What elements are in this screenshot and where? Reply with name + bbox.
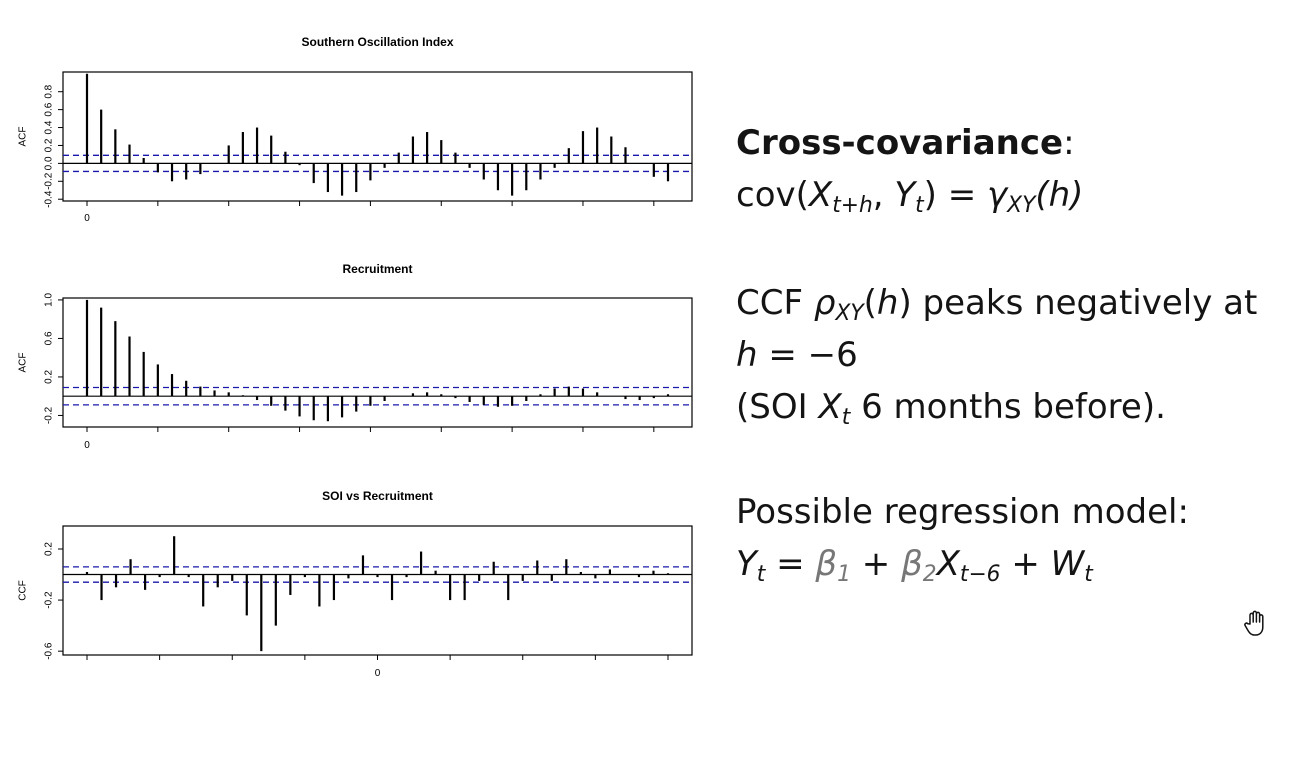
y-tick-label: -0.2: [44, 406, 55, 424]
y-axis-label: ACF: [18, 353, 29, 373]
x-tick-label: 0: [84, 213, 90, 224]
ccf-peak-line-1: CCF ρXY(h) peaks negatively at: [736, 283, 1258, 327]
y-axis-label: ACF: [18, 127, 29, 147]
chart-panel-1: Southern Oscillation Index -0.4-0.2 0.0 0.2…: [18, 35, 693, 224]
plot-frame: [62, 297, 693, 428]
y-tick-label: -0.6: [44, 642, 55, 660]
y-tick-label: 0.4: [44, 120, 55, 134]
y-tick-label: -0.2: [44, 172, 55, 190]
plot-frame: [62, 525, 693, 656]
cross-covariance-heading: Cross-covariance:: [736, 123, 1075, 163]
y-tick-label: 0.6: [44, 331, 55, 345]
regression-model-heading: Possible regression model:: [736, 492, 1189, 532]
y-tick-label: 1.0: [44, 293, 55, 307]
x-tick-label: 0: [375, 668, 381, 679]
chart-title: SOI vs Recruitment: [322, 489, 433, 503]
ccf-peak-line-2: h = −6: [736, 335, 858, 375]
x-tick-label: 0: [84, 440, 90, 451]
regression-model-formula: Yt = β1 + β2Xt−6 + Wt: [736, 544, 1093, 588]
y-tick-label: -0.2: [44, 591, 55, 609]
y-tick-label: 0.2: [44, 138, 55, 152]
chart-panel-2: Recruitment -0.2 0.2 0.6 1.0 ACF 0: [18, 262, 693, 451]
chart-panel-3: SOI vs Recruitment -0.6 -0.2 0.2 CCF 0: [18, 489, 693, 679]
ccf-peak-line-3: (SOI Xt 6 months before).: [736, 387, 1166, 431]
y-tick-label: 0.0: [44, 156, 55, 170]
y-tick-label: 0.8: [44, 84, 55, 98]
cross-covariance-formula: cov(Xt+h, Yt) = γXY(h): [736, 175, 1084, 219]
y-tick-label: 0.2: [44, 542, 55, 556]
ccf-peak-block: CCF ρXY(h) peaks negatively at h = −6 (S…: [736, 277, 1257, 433]
y-tick-label: 0.6: [44, 102, 55, 116]
plot-frame: [62, 71, 693, 202]
chart-title: Recruitment: [342, 262, 412, 276]
cross-covariance-block: Cross-covariance: cov(Xt+h, Yt) = γXY(h): [736, 117, 1083, 221]
y-tick-label: 0.2: [44, 370, 55, 384]
hand-cursor-icon: [1244, 610, 1264, 636]
chart-title: Southern Oscillation Index: [301, 35, 453, 49]
regression-model-block: Possible regression model: Yt = β1 + β2X…: [736, 486, 1189, 590]
y-axis-label: CCF: [18, 580, 29, 601]
cross-covariance-title: Cross-covariance: [736, 123, 1064, 163]
y-tick-label: -0.4: [44, 190, 55, 208]
charts-area: Southern Oscillation Index-0.4-0.20.00.2…: [18, 35, 693, 679]
